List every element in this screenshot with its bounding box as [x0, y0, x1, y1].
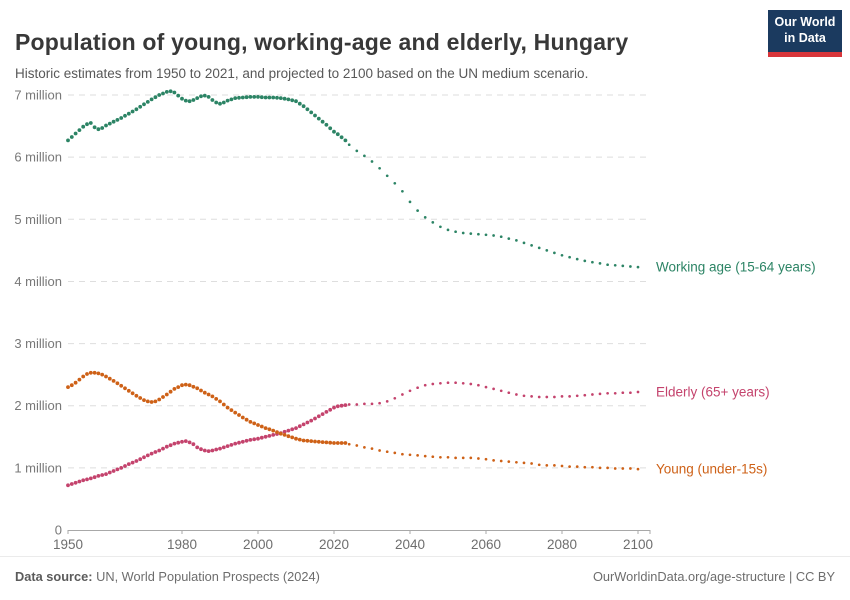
x-tick-label: 2060 — [471, 537, 501, 552]
x-tick-label: 1950 — [53, 537, 83, 552]
chart-subtitle: Historic estimates from 1950 to 2021, an… — [15, 65, 589, 81]
owid-logo-line1: Our World — [774, 15, 836, 30]
data-source-label: Data source: — [15, 569, 93, 584]
series-end-labels: Working age (15-64 years) Elderly (65+ ye… — [656, 260, 816, 477]
series-label-young-under-15s[interactable]: Young (under-15s) — [656, 462, 767, 477]
chart-footer: Data source: UN, World Population Prospe… — [0, 556, 850, 600]
owid-logo[interactable]: Our World in Data — [768, 10, 842, 57]
x-tick-label: 2020 — [319, 537, 349, 552]
x-axis — [67, 530, 651, 534]
y-tick-label: 0 — [55, 523, 62, 538]
gridlines — [68, 94, 650, 469]
y-tick-label: 7 million — [14, 88, 62, 103]
y-tick-label: 1 million — [14, 460, 62, 475]
y-tick-label: 5 million — [14, 212, 62, 227]
y-tick-label: 4 million — [14, 274, 62, 289]
data-series — [66, 89, 640, 488]
x-tick-label: 2040 — [395, 537, 425, 552]
owid-logo-line2: in Data — [784, 31, 826, 45]
x-tick-label: 2000 — [243, 537, 273, 552]
series-elderly-65-years[interactable] — [66, 381, 640, 488]
footer-link[interactable]: OurWorldinData.org/age-structure | CC BY — [592, 569, 835, 584]
y-tick-label: 6 million — [14, 150, 62, 165]
y-axis-labels: 0 1 million 2 million 3 million 4 million 5 m… — [14, 88, 62, 538]
data-source-text: Data source: UN, World Population Prospe… — [15, 569, 320, 584]
series-label-elderly-65-years[interactable]: Elderly (65+ years) — [656, 385, 770, 400]
page-title: Population of young, working-age and eld… — [15, 29, 629, 56]
y-tick-label: 3 million — [14, 336, 62, 351]
x-tick-label: 1980 — [167, 537, 197, 552]
x-tick-label: 2080 — [547, 537, 577, 552]
x-axis-labels: 1950 1980 2000 2020 2040 2060 2080 2100 — [53, 537, 653, 552]
y-tick-label: 2 million — [14, 398, 62, 413]
series-young-under-15s[interactable] — [66, 370, 640, 471]
series-label-working-age-15-64-years[interactable]: Working age (15-64 years) — [656, 260, 816, 275]
series-working-age-15-64-years[interactable] — [66, 89, 640, 269]
x-tick-label: 2100 — [623, 537, 653, 552]
data-source-value: UN, World Population Prospects (2024) — [92, 569, 320, 584]
